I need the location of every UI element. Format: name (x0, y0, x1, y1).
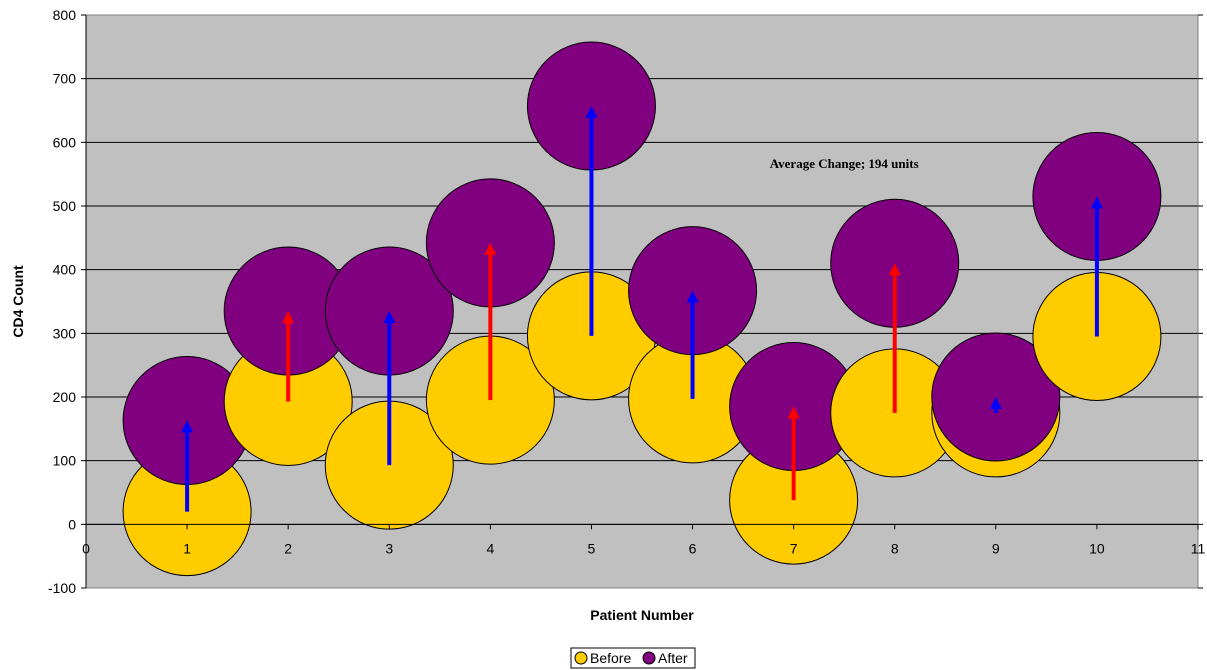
legend-marker-before (574, 651, 588, 665)
legend: Before After (570, 647, 696, 669)
legend-label-before: Before (590, 650, 631, 666)
legend-box (570, 647, 696, 669)
x-tick-label: 1 (183, 540, 191, 556)
y-axis-title: CD4 Count (10, 265, 26, 338)
x-tick-label: 6 (689, 540, 697, 556)
x-tick-label: 3 (385, 540, 393, 556)
x-tick-label: 10 (1089, 540, 1105, 556)
x-tick-label: 2 (284, 540, 292, 556)
y-tick-label: 800 (53, 7, 77, 23)
change-arrows (181, 106, 1103, 512)
tick-labels: -100 0 100 200 300 400 500 600 700 800 0 1 2 3 4 5 6 7 8 9 1… (48, 7, 1206, 596)
x-tick-label: 8 (891, 540, 899, 556)
y-tick-label: 100 (53, 453, 77, 469)
x-tick-label: 11 (1191, 540, 1206, 556)
y-tick-label: 500 (53, 198, 77, 214)
x-tick-label: 9 (992, 540, 1000, 556)
y-tick-label: -100 (48, 580, 76, 596)
y-tick-label: 300 (53, 325, 77, 341)
x-tick-label: 5 (588, 540, 596, 556)
y-tick-label: 400 (53, 262, 77, 278)
y-tick-label: 200 (53, 389, 77, 405)
x-axis-title: Patient Number (590, 607, 694, 623)
x-tick-label: 7 (790, 540, 798, 556)
y-tick-label: 700 (53, 71, 77, 87)
x-tick-label: 4 (486, 540, 494, 556)
y-tick-label: 600 (53, 134, 77, 150)
axes (85, 15, 1198, 588)
legend-label-after: After (658, 650, 688, 666)
average-change-annotation: Average Change; 194 units (770, 156, 919, 171)
legend-marker-after (642, 651, 656, 665)
y-tick-label: 0 (68, 516, 76, 532)
x-tick-label: 0 (82, 540, 90, 556)
